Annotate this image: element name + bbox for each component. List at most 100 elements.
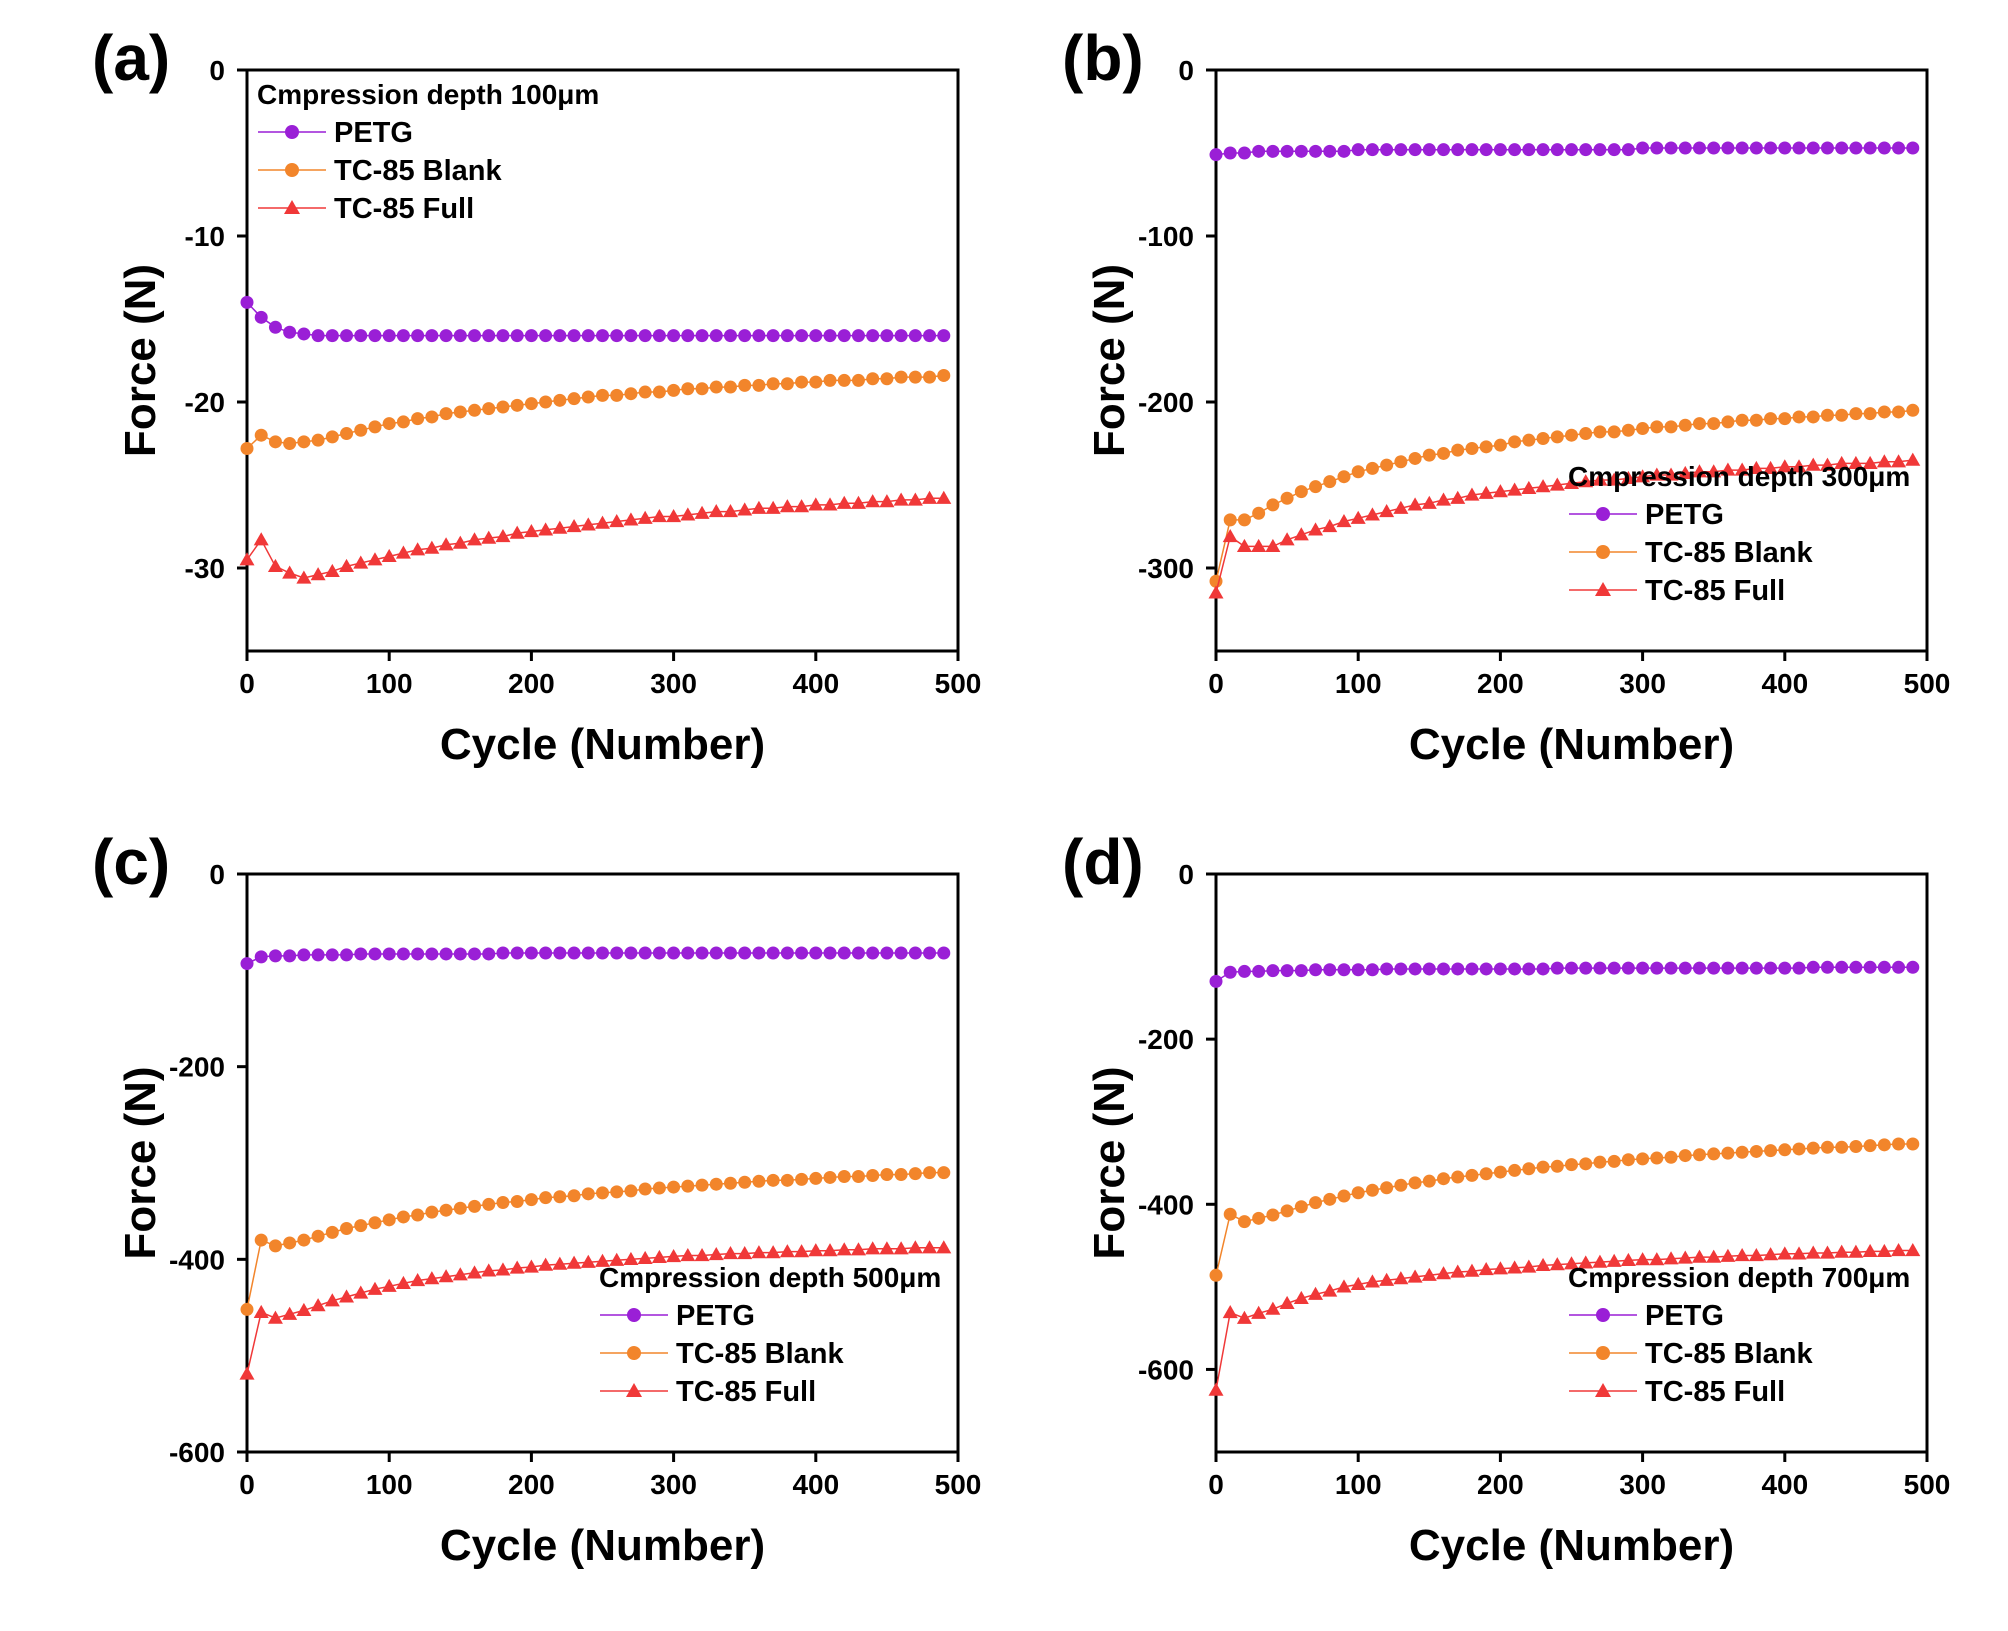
- data-point: [1735, 413, 1749, 427]
- y-tick-label: 0: [209, 55, 225, 86]
- y-tick-label: 0: [209, 859, 225, 890]
- data-point: [1834, 455, 1850, 470]
- data-point: [681, 946, 695, 960]
- x-tick-label: 500: [1904, 1469, 1951, 1500]
- data-point: [1308, 522, 1324, 536]
- data-point: [1862, 1243, 1878, 1257]
- legend-marker: [285, 163, 299, 177]
- data-point: [1323, 963, 1337, 977]
- data-point: [1579, 1157, 1593, 1171]
- data-point: [1606, 472, 1622, 486]
- data-point: [1394, 1178, 1408, 1192]
- data-point: [1337, 1189, 1351, 1203]
- data-point: [1565, 1158, 1578, 1172]
- data-point: [453, 405, 467, 419]
- data-point: [1294, 1200, 1308, 1214]
- data-point: [1535, 1257, 1551, 1272]
- data-point: [353, 1285, 369, 1299]
- data-point: [667, 946, 681, 960]
- data-point: [609, 514, 625, 528]
- data-point: [1252, 506, 1266, 520]
- data-point: [354, 329, 368, 343]
- data-point: [1394, 962, 1408, 976]
- legend-marker: [627, 1308, 641, 1322]
- data-point: [680, 1247, 696, 1262]
- data-point: [581, 946, 595, 960]
- data-point: [268, 949, 282, 963]
- data-point: [510, 329, 524, 343]
- data-point: [1393, 1271, 1409, 1285]
- data-point: [510, 398, 524, 412]
- data-point: [1734, 1247, 1750, 1262]
- data-point: [680, 507, 696, 521]
- data-point: [353, 555, 369, 569]
- data-point: [1323, 1192, 1337, 1206]
- data-point: [752, 378, 766, 392]
- data-point: [1379, 504, 1395, 518]
- data-point: [425, 410, 439, 424]
- data-point: [780, 377, 794, 391]
- data-point: [823, 1170, 837, 1184]
- data-point: [1835, 960, 1849, 974]
- x-tick-label: 500: [935, 1469, 982, 1500]
- data-point: [1721, 961, 1735, 975]
- data-point: [596, 946, 609, 960]
- data-point: [1806, 1141, 1820, 1155]
- data-point: [1564, 1256, 1579, 1270]
- data-point: [1280, 144, 1294, 158]
- legend-marker: [1595, 1383, 1611, 1397]
- legend-marker: [1596, 1308, 1610, 1322]
- data-point: [667, 383, 681, 397]
- x-tick-label: 100: [366, 668, 413, 699]
- legend-label: TC-85 Full: [676, 1376, 816, 1408]
- data-point: [1337, 144, 1351, 158]
- legend-label: TC-85 Blank: [334, 155, 502, 187]
- data-point: [297, 327, 311, 341]
- data-point: [1508, 435, 1522, 449]
- data-point: [1835, 408, 1849, 422]
- data-point: [1422, 143, 1436, 157]
- x-tick-label: 0: [1208, 668, 1224, 699]
- data-point: [1280, 964, 1294, 978]
- data-point: [1678, 141, 1692, 155]
- data-point: [1236, 538, 1252, 553]
- data-point: [1806, 410, 1820, 424]
- data-point: [609, 1252, 625, 1266]
- data-point: [1222, 528, 1238, 543]
- data-point: [1549, 477, 1565, 491]
- data-point: [1294, 485, 1308, 499]
- data-point: [382, 947, 396, 961]
- data-point: [1294, 964, 1308, 978]
- legend-marker: [627, 1346, 641, 1360]
- data-point: [1492, 1261, 1508, 1275]
- data-point: [1819, 1245, 1835, 1259]
- legend-marker: [285, 125, 299, 139]
- data-point: [1223, 146, 1237, 160]
- data-point: [1507, 1260, 1523, 1274]
- data-point: [1337, 470, 1351, 484]
- data-point: [1364, 1274, 1380, 1288]
- data-point: [1522, 1162, 1536, 1176]
- data-point: [1550, 143, 1564, 157]
- data-point: [439, 407, 453, 421]
- data-point: [324, 563, 340, 577]
- data-point: [1522, 433, 1536, 447]
- data-point: [1279, 1295, 1295, 1309]
- data-point: [510, 1195, 524, 1209]
- data-point: [1265, 1301, 1281, 1315]
- data-point: [1479, 143, 1493, 157]
- data-point: [311, 433, 325, 447]
- data-point: [1592, 1254, 1608, 1268]
- data-point: [1707, 417, 1721, 431]
- data-point: [1848, 1244, 1864, 1258]
- x-tick-label: 100: [366, 1469, 413, 1500]
- data-point: [809, 329, 823, 343]
- data-point: [268, 435, 282, 449]
- data-point: [1535, 479, 1551, 493]
- data-point: [510, 946, 524, 960]
- data-point: [1664, 420, 1678, 434]
- data-point: [866, 372, 880, 386]
- legend-title: Cmpression depth 700μm: [1568, 1262, 1910, 1293]
- data-point: [1351, 465, 1365, 479]
- data-point: [1521, 480, 1537, 494]
